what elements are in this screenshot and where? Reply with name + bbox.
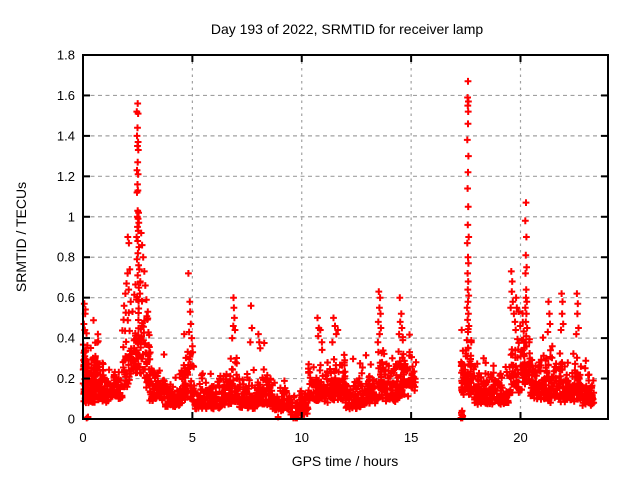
x-tick-label: 5 [189,430,196,445]
y-tick-label: 0.8 [57,250,75,265]
y-tick-label: 1.8 [57,48,75,63]
y-tick-label: 0.6 [57,290,75,305]
x-tick-label: 0 [79,430,86,445]
y-tick-label: 1 [68,209,75,224]
y-tick-label: 1.4 [57,128,75,143]
x-tick-label: 15 [404,430,418,445]
data-points [79,77,598,422]
chart-title: Day 193 of 2022, SRMTID for receiver lam… [210,21,484,37]
x-tick-label: 10 [295,430,309,445]
plot-border [82,54,609,420]
y-tick-label: 1.2 [57,169,75,184]
y-tick-label: 0.4 [57,331,75,346]
y-tick-label: 1.6 [57,88,75,103]
y-tick-label: 0.2 [57,371,75,386]
y-axis-label: SRMTID / TECUs [13,181,29,293]
x-axis-label: GPS time / hours [291,453,399,469]
x-tick-label: 20 [513,430,527,445]
y-tick-label: 0 [68,412,75,427]
